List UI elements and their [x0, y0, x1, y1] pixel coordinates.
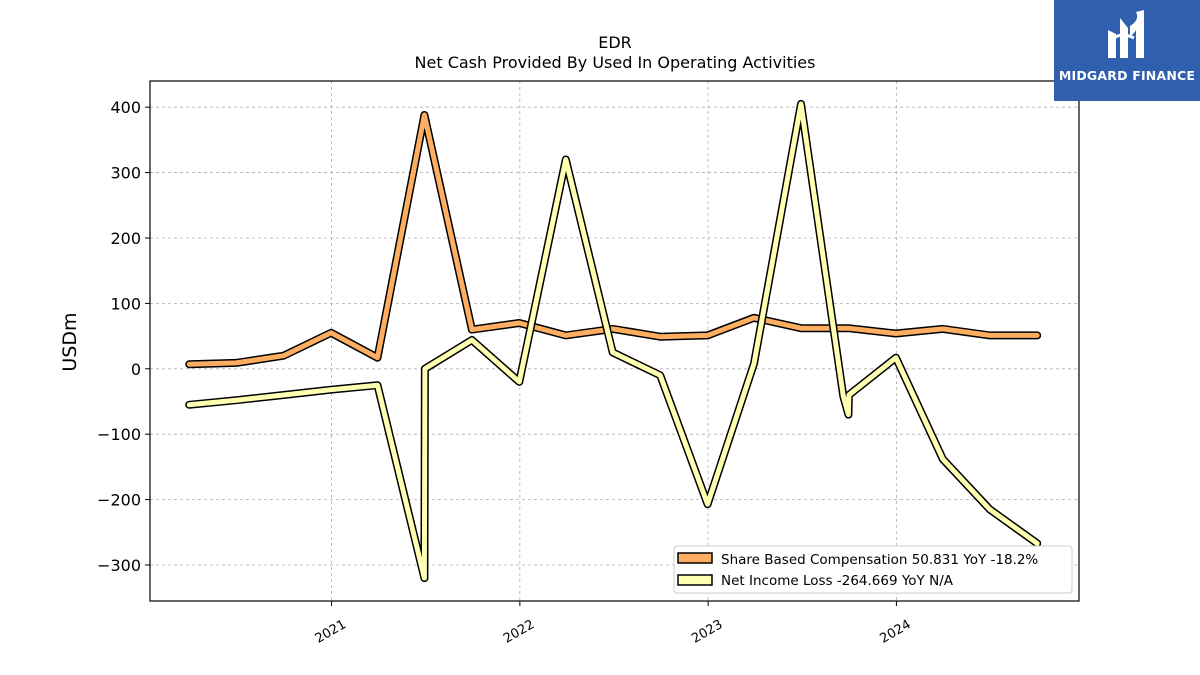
x-tick-label: 2023: [689, 617, 725, 647]
legend-swatch-net-income-loss: [677, 574, 713, 586]
midgard-monogram-icon: [1108, 10, 1144, 58]
y-ticks: −300 −200 −100 0 100 200 300 400: [97, 98, 150, 575]
series-line-share-based-compensation: [186, 112, 1040, 367]
legend: Share Based Compensation 50.831 YoY -18.…: [673, 545, 1073, 594]
y-axis-label: USDm: [59, 312, 81, 371]
x-tick-label: 2022: [501, 617, 537, 647]
x-tick-label: 2021: [313, 617, 349, 647]
brand-logo: MIDGARD FINANCE: [1054, 0, 1200, 101]
y-tick-label: −200: [97, 491, 141, 510]
y-tick-label: −100: [97, 425, 141, 444]
chart-title: EDR: [598, 33, 632, 52]
legend-box: [673, 545, 1073, 594]
legend-label-net-income-loss: Net Income Loss -264.669 YoY N/A: [721, 573, 954, 589]
y-tick-label: 200: [110, 229, 141, 248]
y-tick-label: −300: [97, 556, 141, 575]
chart-subtitle: Net Cash Provided By Used In Operating A…: [415, 53, 816, 72]
y-tick-label: 400: [110, 98, 141, 117]
grid: [150, 81, 1079, 601]
y-tick-label: 300: [110, 164, 141, 183]
legend-swatch-share-based-compensation: [677, 552, 713, 564]
series-layer: [185, 99, 1042, 583]
y-tick-label: 0: [131, 360, 141, 379]
legend-label-share-based-compensation: Share Based Compensation 50.831 YoY -18.…: [721, 552, 1038, 568]
x-tick-label: 2024: [878, 617, 914, 647]
brand-name: MIDGARD FINANCE: [1058, 68, 1196, 83]
x-ticks: 2021 2022 2023 2024: [313, 601, 914, 647]
y-tick-label: 100: [110, 294, 141, 313]
series-line-net-income-loss: [186, 101, 1040, 581]
plot-frame: [149, 80, 1080, 602]
